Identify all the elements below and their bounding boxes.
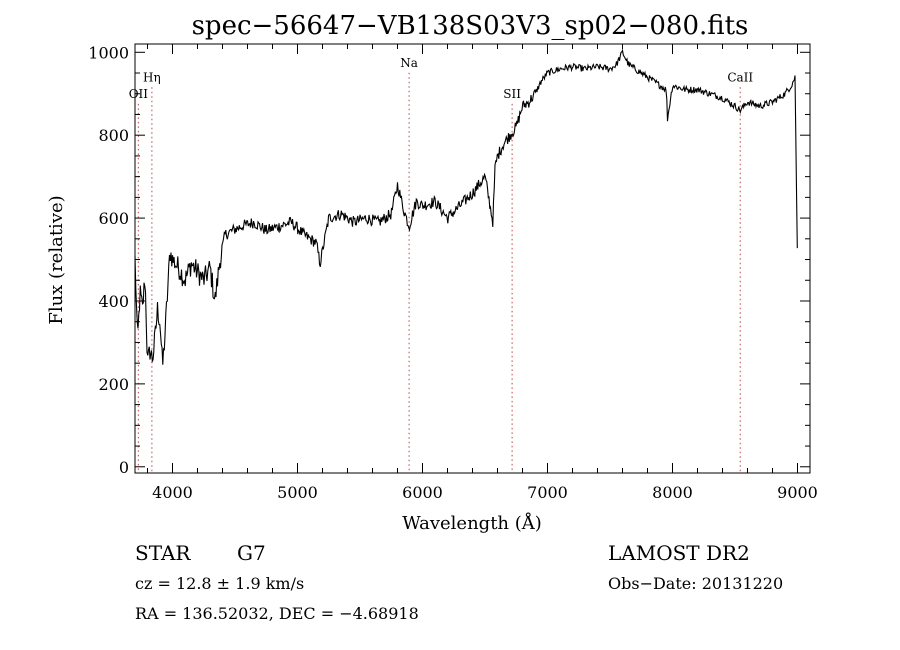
y-tick-label-800: 800 <box>98 126 129 145</box>
y-tick-label-200: 200 <box>98 375 129 394</box>
object-type: STAR <box>135 541 191 565</box>
x-tick-label-6000: 6000 <box>402 483 443 502</box>
line-label-3: SII <box>503 87 521 101</box>
survey-name: LAMOST DR2 <box>608 541 750 565</box>
y-tick-label-1000: 1000 <box>88 43 129 62</box>
x-axis-label: Wavelength (Å) <box>402 512 542 534</box>
ra-dec-coordinates: RA = 136.52032, DEC = −4.68918 <box>135 604 419 623</box>
x-tick-label-7000: 7000 <box>527 483 568 502</box>
redshift-velocity: cz = 12.8 ± 1.9 km/s <box>135 574 305 593</box>
y-tick-label-400: 400 <box>98 292 129 311</box>
object-subclass: G7 <box>237 541 266 565</box>
x-tick-label-4000: 4000 <box>152 483 193 502</box>
x-tick-label-9000: 9000 <box>777 483 818 502</box>
spectrum-line <box>134 48 798 365</box>
line-label-1: Hη <box>143 70 161 84</box>
observation-date: Obs−Date: 20131220 <box>608 574 784 593</box>
x-axis-ticks: 4000 5000 6000 7000 8000 9000 <box>147 44 818 502</box>
y-tick-label-0: 0 <box>119 458 129 477</box>
line-label-2: Na <box>400 56 418 70</box>
y-axis-ticks: 0 200 400 600 800 1000 <box>88 43 810 477</box>
chart-title: spec−56647−VB138S03V3_sp02−080.fits <box>192 11 749 41</box>
x-tick-label-8000: 8000 <box>652 483 693 502</box>
plot-frame <box>134 43 811 474</box>
y-axis-label: Flux (relative) <box>46 195 67 324</box>
line-label-4: CaII <box>727 70 753 84</box>
x-tick-label-5000: 5000 <box>277 483 318 502</box>
y-tick-label-600: 600 <box>98 209 129 228</box>
